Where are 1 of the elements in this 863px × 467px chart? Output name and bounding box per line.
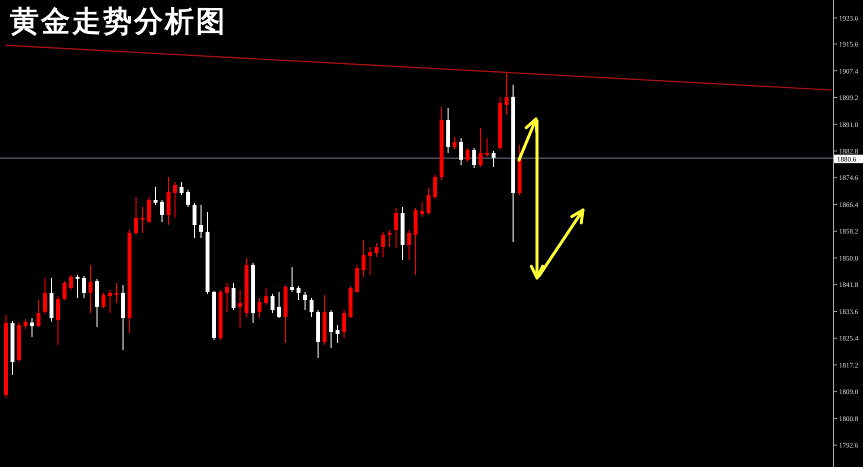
chart-title: 黄金走势分析图 [9,4,227,38]
